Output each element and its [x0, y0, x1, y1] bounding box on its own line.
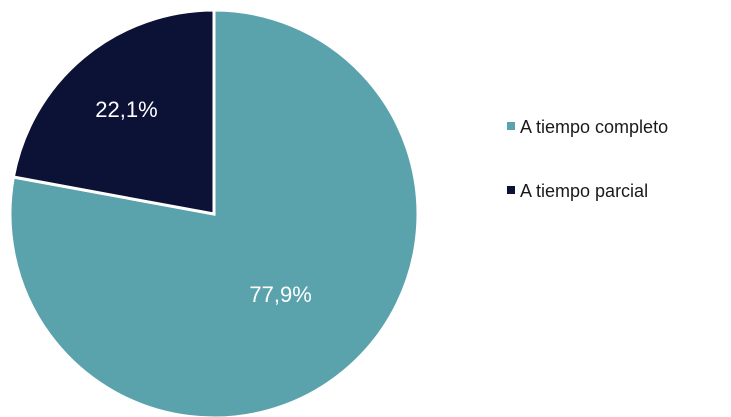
legend-label-a-tiempo-parcial: A tiempo parcial: [520, 181, 648, 201]
legend-swatch-a-tiempo-completo: [507, 122, 515, 130]
legend-swatch-a-tiempo-parcial: [507, 186, 515, 194]
pie-slice-a-tiempo-parcial: [11, 8, 216, 216]
slice-label-a-tiempo-completo: 77,9%: [249, 282, 311, 307]
slice-label-a-tiempo-parcial: 22,1%: [95, 97, 157, 122]
slice-labels: 77,9% 22,1%: [95, 97, 311, 307]
legend-label-a-tiempo-completo: A tiempo completo: [520, 117, 668, 137]
legend: A tiempo completo A tiempo parcial: [507, 117, 668, 201]
pie-slices: [8, 8, 420, 417]
